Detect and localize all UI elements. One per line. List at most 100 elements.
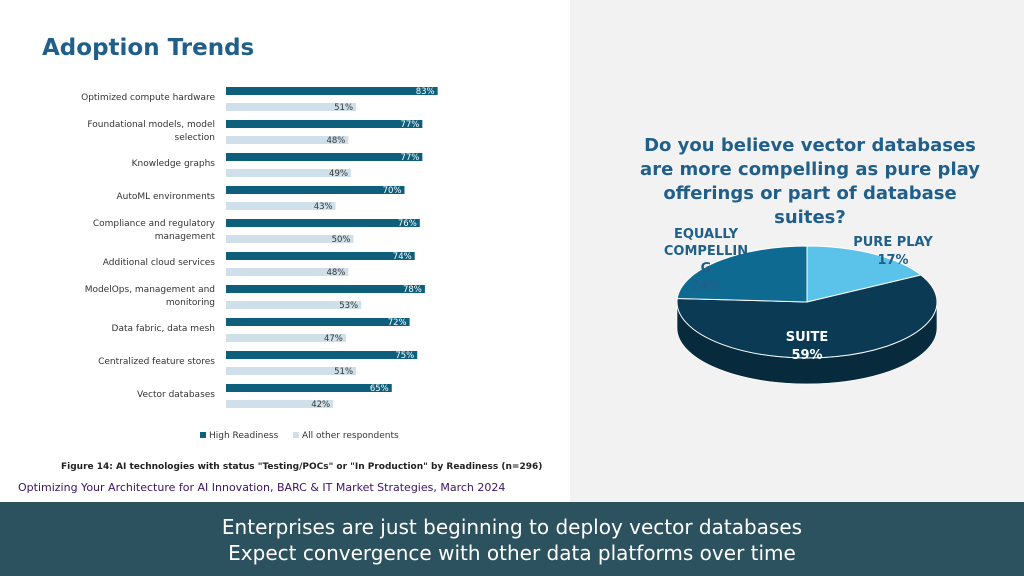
bar-high-readiness [226,285,425,293]
legend-swatch-other [293,432,299,438]
category-label: ModelOps, management and monitoring [85,285,215,308]
category-label-line: Vector databases [137,390,215,400]
legend-swatch-high [200,432,206,438]
category-label: Compliance and regulatory management [93,219,216,242]
figure-caption: Figure 14: AI technologies with status "… [61,462,542,472]
takeaway-footer: Enterprises are just beginning to deploy… [0,502,1024,576]
category-label-line: Knowledge graphs [132,159,216,169]
bar-high-readiness [226,87,438,95]
pie-label-line: PURE PLAY [853,235,933,250]
value-label-other: 48% [326,136,345,146]
bar-group: Data fabric, data mesh 72% 47% [112,318,410,344]
bar-group: AutoML environments 70% 43% [116,186,405,212]
bar-high-readiness [226,318,410,326]
pie-slice-top [676,245,808,303]
value-label-high: 78% [403,285,422,295]
bar-other-respondents [226,235,354,243]
bar-other-respondents [226,169,351,177]
value-label-other: 53% [339,301,358,311]
footer-line-2: Expect convergence with other data platf… [228,541,796,565]
pure-play-vs-suite-pie-chart: PURE PLAY 17% SUITE 59% EQUALLY COMPELLIN G 24% [664,227,938,385]
value-label-high: 83% [416,87,435,97]
category-label: Foundational models, model selection [87,120,215,143]
bar-group: Knowledge graphs 77% 49% [132,153,423,179]
value-label-high: 76% [398,219,417,229]
bar-high-readiness [226,384,392,392]
value-label-other: 50% [332,235,351,245]
pie-label-line: COMPELLIN [664,244,748,259]
pie-label-line: G [701,261,712,276]
bar-group: Additional cloud services 74% 48% [103,252,415,278]
pie-label: EQUALLY COMPELLIN G 24% [664,227,748,294]
value-label-other: 43% [314,202,333,212]
category-label-line: Centralized feature stores [98,357,215,367]
pie-label-line: SUITE [786,330,829,345]
value-label-high: 65% [370,384,389,394]
pie-slice-top [806,245,923,303]
value-label-other: 47% [324,334,343,344]
category-label-line: AutoML environments [116,192,215,202]
category-label: AutoML environments [116,192,215,202]
pie-value: 17% [877,253,908,268]
bar-other-respondents [226,367,357,375]
category-label: Vector databases [137,390,215,400]
category-label: Optimized compute hardware [81,93,215,103]
value-label-high: 77% [400,120,419,130]
bar-other-respondents [226,136,349,144]
bar-high-readiness [226,351,418,359]
value-label-other: 51% [334,367,353,377]
category-label: Knowledge graphs [132,159,216,169]
bar-high-readiness [226,120,423,128]
bar-legend: High Readiness All other respondents [200,431,399,441]
category-label-line: ModelOps, management and [85,285,215,295]
footer-line-1: Enterprises are just beginning to deploy… [221,515,803,539]
value-label-other: 42% [311,400,330,410]
slide-title: Adoption Trends [42,35,255,61]
category-label-line: monitoring [166,298,215,308]
category-label: Additional cloud services [103,258,216,268]
category-label-line: Compliance and regulatory [93,219,216,229]
bar-high-readiness [226,186,405,194]
bar-other-respondents [226,334,346,342]
category-label-line: Additional cloud services [103,258,216,268]
value-label-high: 70% [383,186,402,196]
value-label-high: 74% [393,252,412,262]
category-label: Centralized feature stores [98,357,215,367]
pie-slice-top [676,274,938,359]
bar-group: Compliance and regulatory management 76% 50… [93,219,420,245]
value-label-other: 51% [334,103,353,113]
bar-high-readiness [226,219,420,227]
value-label-high: 72% [388,318,407,328]
value-label-high: 75% [395,351,414,361]
pie-label: PURE PLAY 17% [853,235,933,268]
legend-label-other: All other respondents [302,431,399,441]
readiness-bar-chart: Optimized compute hardware 83% 51% Foundati… [61,87,542,472]
category-label: Data fabric, data mesh [112,324,215,334]
category-label-line: management [155,232,216,242]
bar-group: Foundational models, model selection 77% 48… [87,120,423,146]
bar-group: Centralized feature stores 75% 51% [98,351,418,377]
bar-other-respondents [226,268,349,276]
category-label-line: Data fabric, data mesh [112,324,215,334]
category-label-line: Foundational models, model [87,120,215,130]
pie-label-line: EQUALLY [674,227,739,242]
pie-question: Do you believe vector databases are more… [640,135,980,228]
bar-other-respondents [226,400,334,408]
bar-other-respondents [226,202,336,210]
category-label-line: Optimized compute hardware [81,93,215,103]
bar-other-respondents [226,301,362,309]
category-label-line: selection [175,133,215,143]
value-label-other: 49% [329,169,348,179]
pie-value: 59% [791,348,822,363]
value-label-other: 48% [326,268,345,278]
bar-high-readiness [226,252,415,260]
bar-group: ModelOps, management and monitoring 78% 53% [85,285,425,311]
bar-group: Vector databases 65% 42% [137,384,392,410]
bar-other-respondents [226,103,357,111]
source-citation: Optimizing Your Architecture for AI Inno… [18,481,506,494]
legend-label-high: High Readiness [209,431,279,441]
pie-value: 24% [690,279,721,294]
pie-label: SUITE 59% [786,330,829,363]
bar-high-readiness [226,153,423,161]
value-label-high: 77% [400,153,419,163]
